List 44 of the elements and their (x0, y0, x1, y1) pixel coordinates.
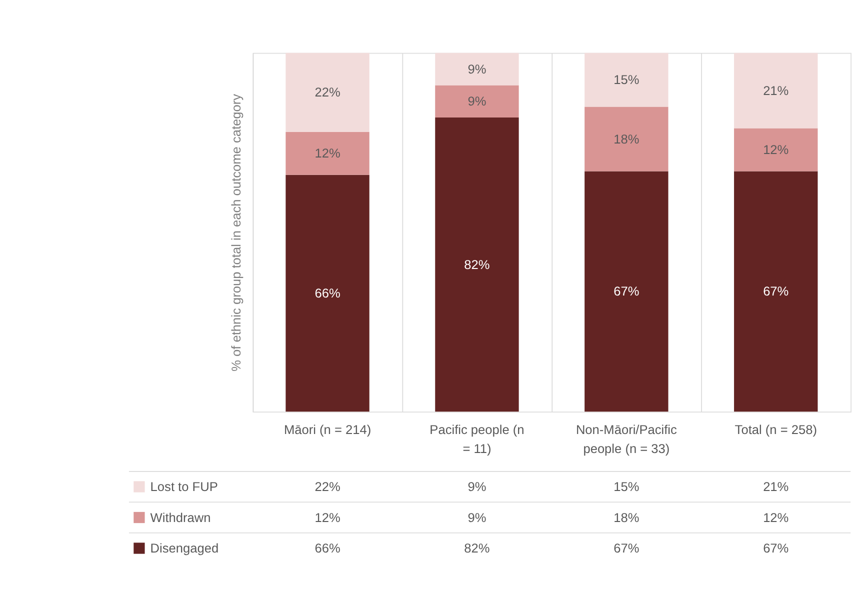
data-label: 67% (763, 540, 789, 556)
text: 66% (314, 286, 340, 301)
x-tick-label: Total (n = 258) (734, 422, 817, 438)
x-tick-label: Māori (n = 214) (284, 422, 372, 438)
bar (584, 171, 668, 412)
bar (286, 132, 370, 175)
data-label: 22% (314, 479, 340, 494)
text: 67% (763, 284, 789, 299)
bar (584, 52, 668, 107)
legend-label: Disengaged (150, 540, 219, 556)
bar (584, 106, 668, 172)
text: 21% (763, 82, 789, 98)
text: 82% (464, 256, 490, 272)
data-label: 9% (468, 479, 486, 494)
bar (734, 171, 818, 412)
y-axis-title: % of ethnic group total in each outcome category (228, 93, 244, 372)
data-label: 82% (464, 540, 490, 556)
text: 67% (614, 284, 640, 299)
data-label: 9% (468, 510, 486, 525)
bar (286, 174, 370, 412)
legend-label: Withdrawn (150, 510, 211, 525)
data-label: 15% (614, 479, 640, 494)
text: 18% (614, 131, 640, 146)
data-label: 12% (314, 510, 340, 525)
x-tick-label: Non-Māori/Pacific people (n = 33) (576, 422, 678, 456)
text: 9% (468, 94, 486, 109)
x-tick-label: Pacific people (n = 11) (430, 422, 524, 456)
bar (286, 52, 370, 132)
text: 22% (314, 84, 340, 100)
text: 15% (614, 72, 640, 88)
bar (734, 52, 818, 128)
data-label: 12% (763, 510, 789, 525)
data-label: 21% (763, 479, 789, 494)
legend-label: Lost to FUP (150, 479, 218, 494)
bar (435, 85, 519, 118)
text: 9% (468, 61, 486, 76)
text: 12% (314, 146, 340, 161)
data-label: 67% (614, 540, 640, 556)
text: 12% (763, 142, 789, 158)
bar (435, 52, 519, 86)
bar (435, 117, 519, 412)
data-label: 66% (314, 540, 340, 556)
bar (734, 128, 818, 172)
data-label: 18% (614, 510, 640, 525)
